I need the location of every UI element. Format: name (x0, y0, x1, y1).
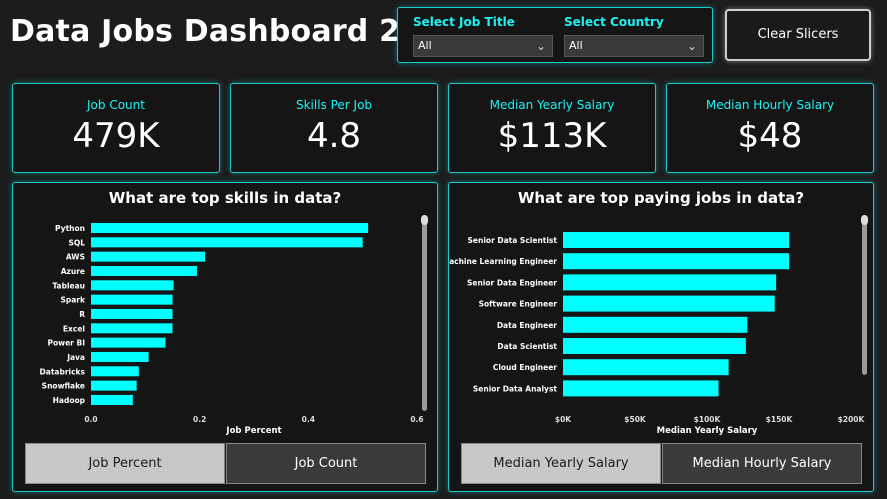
top-paying-jobs-chart-panel: What are top paying jobs in data? Senior… (448, 182, 874, 492)
kpi-label: Skills Per Job (295, 98, 373, 112)
scrollbar-thumb[interactable] (861, 215, 868, 225)
chevron-down-icon: ⌄ (686, 39, 697, 53)
tick-label: 0.0 (84, 415, 97, 424)
bar[interactable] (91, 394, 133, 405)
bar[interactable] (91, 223, 369, 233)
category-label: Data Scientist (497, 342, 557, 351)
kpi-label: Job Count (87, 98, 145, 112)
kpi-value: 479K (72, 116, 160, 156)
kpi-card-median-yearly-salary: Median Yearly Salary $113K (448, 83, 656, 173)
bar[interactable] (91, 337, 166, 348)
kpi-value: $113K (497, 116, 607, 156)
clear-slicers-button[interactable]: Clear Slicers (725, 9, 871, 61)
category-label: Senior Data Analyst (473, 384, 558, 393)
page-title: Data Jobs Dashboard 2.0 (10, 14, 433, 49)
category-label: R (79, 310, 85, 319)
tick-label: $200K (838, 415, 866, 424)
chart-scrollbar[interactable] (861, 215, 868, 375)
top-paying-jobs-bar-chart: Senior Data Scientist Machine Learning En… (449, 232, 866, 436)
bar[interactable] (563, 380, 719, 397)
bar[interactable] (91, 294, 173, 305)
category-label: Snowflake (42, 382, 85, 391)
bar[interactable] (91, 380, 137, 391)
kpi-card-median-hourly-salary: Median Hourly Salary $48 (666, 83, 874, 173)
kpi-value: $48 (737, 116, 803, 156)
category-label: Spark (60, 296, 86, 305)
bar[interactable] (91, 251, 206, 262)
bar[interactable] (91, 265, 197, 276)
bar[interactable] (91, 280, 174, 291)
category-label: Power BI (48, 339, 86, 348)
top-skills-bar-chart: Python SQL AWS Azure Tableau Spark R Excel Power… (40, 223, 424, 436)
chevron-down-icon: ⌄ (535, 39, 546, 53)
bar[interactable] (563, 253, 790, 270)
top-skills-chart-panel: What are top skills in data? Python SQL AW… (12, 182, 438, 492)
tick-label: 0.4 (302, 415, 315, 424)
tab-median-yearly-salary[interactable]: Median Yearly Salary (461, 443, 661, 484)
tick-label: $50K (624, 415, 647, 424)
tick-label: $150K (766, 415, 794, 424)
tab-job-count[interactable]: Job Count (226, 443, 426, 484)
tick-label: $0K (555, 415, 572, 424)
kpi-card-job-count: Job Count 479K (12, 83, 220, 173)
bar[interactable] (91, 237, 363, 248)
bar[interactable] (91, 366, 139, 377)
category-label: Java (66, 353, 85, 362)
category-label: SQL (68, 238, 85, 247)
job-title-slicer-label: Select Job Title (413, 15, 515, 29)
x-axis-label: Median Yearly Salary (657, 426, 758, 436)
chart-scrollbar[interactable] (421, 215, 428, 411)
chart-title: What are top skills in data? (108, 189, 342, 207)
category-label: AWS (66, 253, 85, 262)
category-label: Machine Learning Engineer (449, 257, 557, 266)
country-dropdown[interactable]: All ⌄ (564, 35, 704, 57)
bar[interactable] (91, 308, 173, 319)
slicer-panel: Select Job Title All ⌄ Select Country Al… (397, 7, 713, 63)
bar[interactable] (563, 232, 790, 248)
category-label: Databricks (40, 367, 86, 376)
bar[interactable] (563, 274, 777, 291)
category-label: Senior Data Scientist (468, 236, 558, 245)
chart-title: What are top paying jobs in data? (517, 189, 805, 207)
category-label: Data Engineer (497, 321, 557, 330)
category-label: Cloud Engineer (493, 363, 557, 372)
x-axis-label: Job Percent (225, 426, 281, 436)
bar[interactable] (563, 295, 775, 312)
bar[interactable] (91, 351, 149, 362)
bar[interactable] (563, 338, 746, 354)
job-title-dropdown[interactable]: All ⌄ (413, 35, 553, 57)
tick-label: 0.2 (193, 415, 206, 424)
bar[interactable] (563, 316, 748, 333)
category-label: Azure (61, 267, 85, 276)
category-label: Python (55, 224, 85, 233)
tab-job-percent[interactable]: Job Percent (25, 443, 225, 484)
category-label: Software Engineer (479, 300, 558, 309)
job-title-slicer: Select Job Title All ⌄ (413, 15, 553, 57)
kpi-label: Median Hourly Salary (705, 98, 835, 112)
kpi-value: 4.8 (306, 116, 362, 156)
category-label: Hadoop (53, 396, 86, 405)
tick-label: 0.6 (410, 415, 423, 424)
country-slicer-label: Select Country (564, 15, 664, 29)
kpi-card-skills-per-job: Skills Per Job 4.8 (230, 83, 438, 173)
category-label: Excel (63, 324, 85, 333)
category-label: Senior Data Engineer (467, 278, 557, 287)
tab-median-hourly-salary[interactable]: Median Hourly Salary (662, 443, 862, 484)
kpi-label: Median Yearly Salary (489, 98, 615, 112)
bar[interactable] (91, 323, 173, 334)
country-dropdown-value: All (569, 39, 583, 52)
job-title-dropdown-value: All (418, 39, 432, 52)
category-label: Tableau (52, 281, 85, 290)
country-slicer: Select Country All ⌄ (564, 15, 704, 57)
tick-label: $100K (694, 415, 722, 424)
bar[interactable] (563, 359, 729, 376)
scrollbar-thumb[interactable] (421, 215, 428, 225)
